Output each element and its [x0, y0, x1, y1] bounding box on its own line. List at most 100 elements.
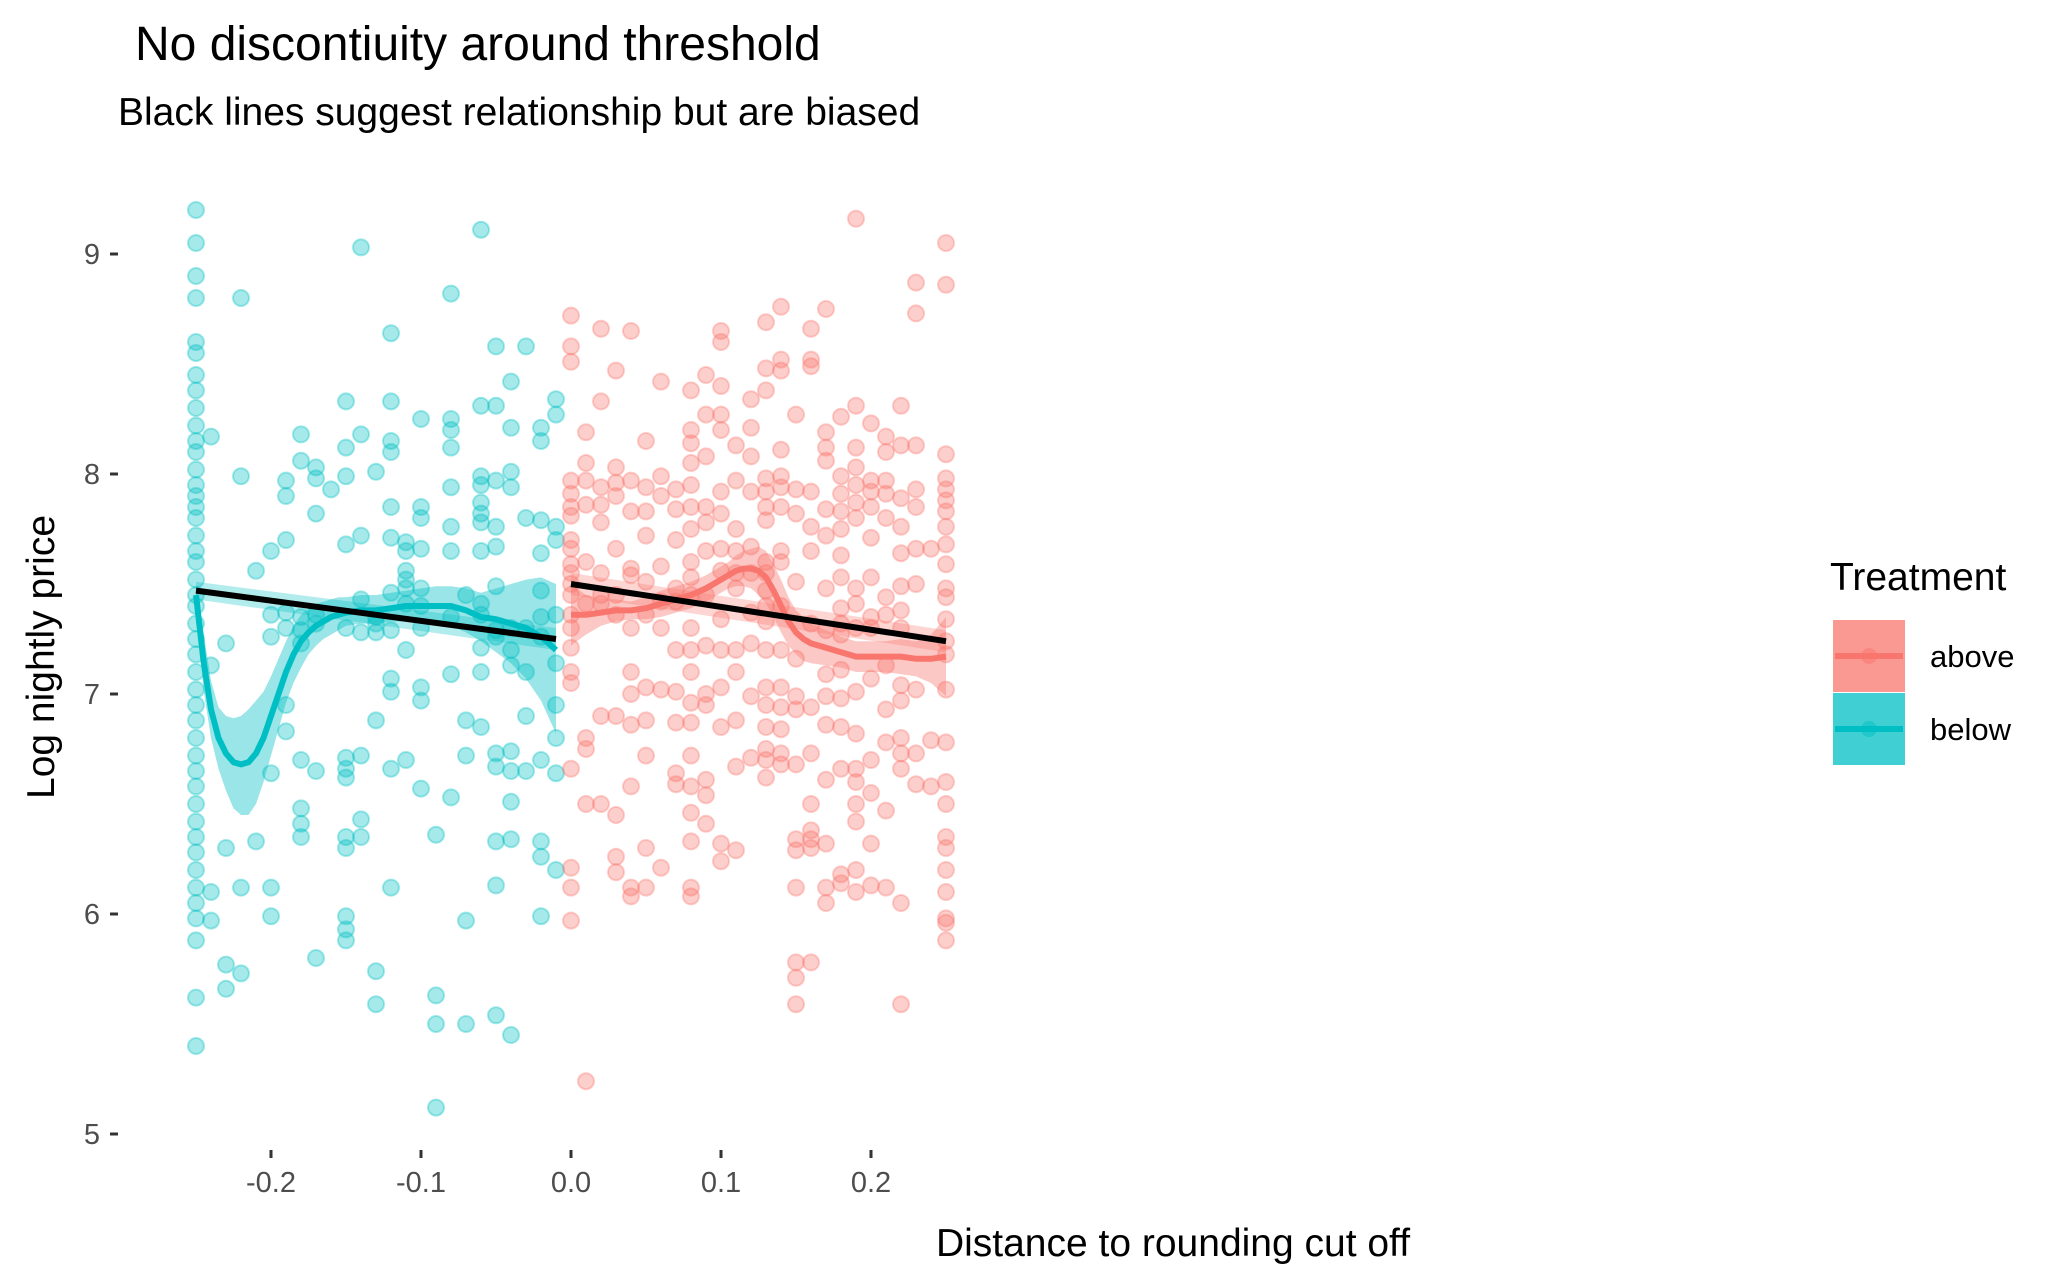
data-point-above [817, 878, 835, 897]
data-point-below [187, 366, 205, 384]
data-point-above [562, 484, 580, 503]
data-point-above [562, 619, 580, 637]
data-point-below [382, 878, 400, 897]
data-point-below [532, 511, 550, 530]
x-tick-label: 0.2 [851, 1167, 891, 1199]
data-point-below [427, 986, 445, 1005]
data-point-below [232, 878, 250, 897]
data-point-above [592, 707, 610, 725]
data-point-below [337, 619, 355, 637]
data-point-above [832, 689, 850, 708]
data-point-below [247, 561, 265, 580]
legend-title: Treatment [1830, 556, 2006, 599]
data-point-above [847, 812, 865, 831]
data-point-above [892, 544, 910, 563]
data-point-above [817, 438, 835, 457]
data-point-above [937, 861, 955, 879]
data-point-above [712, 678, 730, 697]
data-point-above [847, 682, 865, 701]
data-point-below [442, 665, 460, 684]
data-point-above [892, 744, 910, 763]
data-point-above [937, 234, 955, 252]
data-point-below [472, 594, 490, 613]
data-point-above [847, 396, 865, 415]
data-point-above [787, 755, 805, 774]
data-point-above [712, 641, 730, 659]
data-point-below [532, 544, 550, 563]
data-point-below [262, 605, 280, 624]
data-point-below [187, 1037, 205, 1055]
data-point-below [442, 542, 460, 560]
data-point-above [772, 698, 790, 717]
data-point-above [577, 729, 595, 747]
data-point-above [712, 405, 730, 424]
data-point-above [712, 333, 730, 351]
data-point-below [487, 396, 505, 415]
data-point-below [502, 1026, 520, 1044]
data-point-below [187, 878, 205, 897]
data-point-below [292, 799, 310, 818]
data-point-above [727, 841, 745, 860]
data-point-above [652, 372, 670, 391]
data-point-above [577, 454, 595, 472]
data-point-above [907, 498, 925, 516]
data-point-above [592, 319, 610, 338]
data-point-below [187, 988, 205, 1007]
data-point-above [772, 478, 790, 497]
data-point-below [502, 372, 520, 391]
data-point-above [682, 520, 700, 538]
data-point-above [727, 579, 745, 598]
data-point-above [562, 663, 580, 681]
data-point-below [382, 621, 400, 640]
data-point-below [382, 669, 400, 688]
data-point-above [847, 476, 865, 494]
data-point-above [877, 878, 895, 897]
data-point-above [772, 542, 790, 560]
data-point-above [562, 498, 580, 516]
data-point-above [682, 693, 700, 712]
data-point-below [382, 392, 400, 411]
data-point-above [937, 555, 955, 574]
data-point-below [487, 744, 505, 763]
legend: Treatment above below [1830, 556, 2014, 765]
data-point-above [562, 531, 580, 549]
data-point-below [187, 729, 205, 747]
data-point-above [757, 313, 775, 332]
data-point-below [382, 759, 400, 778]
data-point-above [847, 438, 865, 457]
data-point-below [532, 832, 550, 851]
data-point-above [892, 894, 910, 912]
data-point-below [547, 390, 565, 409]
data-point-below [352, 425, 370, 444]
data-point-above [712, 377, 730, 395]
data-point-below [547, 764, 565, 783]
data-point-above [772, 361, 790, 380]
data-point-above [772, 467, 790, 486]
data-point-below [202, 427, 220, 446]
data-point-above [907, 480, 925, 499]
data-point-below [337, 907, 355, 926]
data-point-below [397, 542, 415, 560]
data-point-below [502, 656, 520, 675]
data-point-above [652, 467, 670, 486]
data-point-above [787, 649, 805, 668]
data-point-below [187, 680, 205, 699]
data-point-above [577, 495, 595, 514]
data-point-below [187, 843, 205, 862]
data-point-below [187, 476, 205, 494]
data-point-below [337, 828, 355, 846]
data-point-above [577, 795, 595, 813]
data-point-below [187, 234, 205, 252]
data-point-below [457, 911, 475, 930]
data-point-above [787, 830, 805, 849]
data-point-above [817, 423, 835, 442]
y-axis-title: Log nightly price [20, 515, 63, 799]
data-point-below [337, 467, 355, 486]
data-point-above [667, 480, 685, 499]
data-point-below [472, 467, 490, 486]
data-point-below [367, 962, 385, 981]
data-point-above [787, 968, 805, 987]
data-point-below [502, 418, 520, 437]
data-point-below [187, 333, 205, 351]
data-point-above [697, 366, 715, 384]
